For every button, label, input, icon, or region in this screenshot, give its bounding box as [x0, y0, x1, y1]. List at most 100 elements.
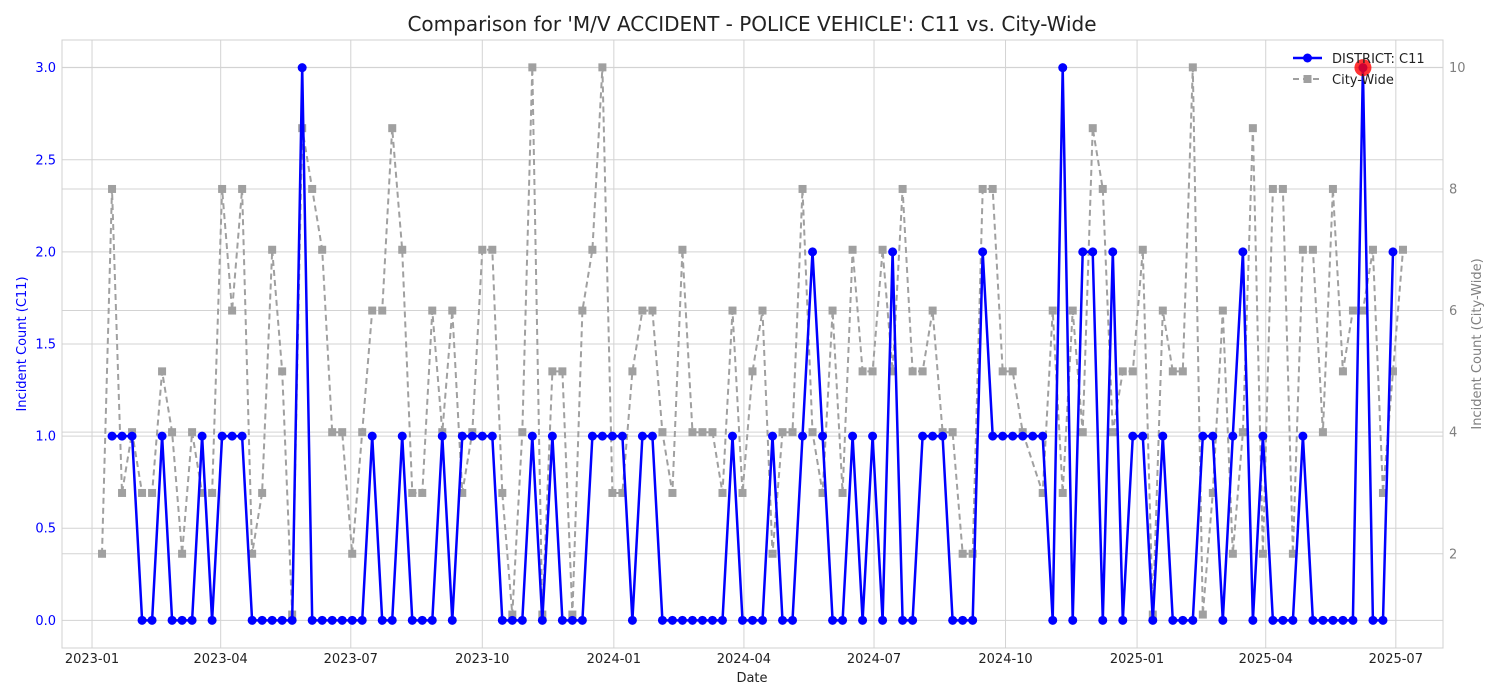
city-wide-point	[918, 367, 927, 376]
city-wide-point	[138, 488, 147, 497]
district-c11-point	[948, 615, 958, 625]
city-wide-point	[1398, 245, 1407, 254]
x-axis-label: Date	[736, 671, 767, 686]
district-c11-point	[417, 615, 427, 625]
district-c11-point	[387, 615, 397, 625]
district-c11-point	[928, 431, 938, 441]
district-c11-point	[407, 615, 417, 625]
city-wide-point	[1198, 610, 1207, 619]
x-tick-label: 2024-10	[978, 652, 1032, 667]
city-wide-point	[168, 428, 177, 437]
district-c11-point	[898, 615, 908, 625]
city-wide-point	[1268, 184, 1277, 193]
city-wide-point	[788, 428, 797, 437]
city-wide-point	[458, 488, 467, 497]
city-wide-point	[1068, 306, 1077, 315]
right-y-tick-label: 10	[1449, 61, 1466, 76]
city-wide-point	[1128, 367, 1137, 376]
city-wide-point	[768, 549, 777, 558]
city-wide-point	[598, 63, 607, 72]
district-c11-point	[427, 615, 437, 625]
district-c11-point	[557, 615, 567, 625]
city-wide-point	[668, 488, 677, 497]
district-c11-point	[437, 431, 447, 441]
district-c11-point	[1258, 431, 1268, 441]
district-c11-point	[567, 615, 577, 625]
city-wide-point	[618, 488, 627, 497]
district-c11-point	[1338, 615, 1348, 625]
city-wide-point	[828, 306, 837, 315]
left-y-tick-label: 2.5	[35, 153, 56, 168]
district-c11-point	[237, 431, 247, 441]
district-c11-point	[1168, 615, 1178, 625]
district-c11-point	[808, 247, 818, 257]
city-wide-point	[798, 184, 807, 193]
city-wide-series	[98, 63, 1407, 619]
right-y-tick-label: 6	[1449, 304, 1457, 319]
district-c11-point	[327, 615, 337, 625]
district-c11-point	[187, 615, 197, 625]
district-c11-point	[167, 615, 177, 625]
x-tick-label: 2023-01	[65, 652, 119, 667]
city-wide-point	[528, 63, 537, 72]
city-wide-point	[1338, 367, 1347, 376]
district-c11-point	[507, 615, 517, 625]
district-c11-point	[828, 615, 838, 625]
city-wide-point	[758, 306, 767, 315]
district-c11-point	[477, 431, 487, 441]
city-wide-point	[1388, 367, 1397, 376]
x-tick-label: 2024-07	[847, 652, 901, 667]
district-c11-point	[397, 431, 407, 441]
right-y-tick-labels: 2 4 6 8 10	[1449, 61, 1466, 562]
district-c11-point	[587, 431, 597, 441]
left-y-tick-label: 0.0	[35, 614, 56, 629]
district-c11-point	[217, 431, 227, 441]
district-c11-point	[788, 615, 798, 625]
city-wide-point	[1378, 488, 1387, 497]
district-c11-point	[1348, 615, 1358, 625]
city-wide-point	[1098, 184, 1107, 193]
city-wide-point	[648, 306, 657, 315]
city-wide-point	[498, 488, 507, 497]
district-c11-point	[1048, 615, 1058, 625]
city-wide-point	[1088, 124, 1097, 133]
district-c11-point	[207, 615, 217, 625]
district-c11-point	[1308, 615, 1318, 625]
x-tick-label: 2024-01	[587, 652, 641, 667]
left-y-tick-label: 1.0	[35, 430, 56, 445]
city-wide-point	[958, 549, 967, 558]
highlight-layer	[1354, 59, 1372, 77]
district-c11-point	[1388, 247, 1398, 257]
city-wide-point	[348, 549, 357, 558]
district-c11-point	[287, 615, 297, 625]
district-c11-point	[1178, 615, 1188, 625]
district-c11-point	[998, 431, 1008, 441]
district-c11-point	[1298, 431, 1308, 441]
city-wide-point	[218, 184, 227, 193]
city-wide-point	[228, 306, 237, 315]
district-c11-point	[577, 615, 587, 625]
city-wide-point	[688, 428, 697, 437]
city-wide-point	[308, 184, 317, 193]
district-c11-point	[798, 431, 808, 441]
city-wide-point	[208, 488, 217, 497]
district-c11-point	[778, 615, 788, 625]
district-c11-point	[527, 431, 537, 441]
city-wide-point	[1218, 306, 1227, 315]
district-c11-point	[377, 615, 387, 625]
district-c11-point	[1228, 431, 1238, 441]
district-c11-point	[607, 431, 617, 441]
district-c11-point	[1068, 615, 1078, 625]
city-wide-point	[908, 367, 917, 376]
city-wide-point	[478, 245, 487, 254]
district-c11-point	[617, 431, 627, 441]
city-wide-point	[748, 367, 757, 376]
legend-city-label: City-Wide	[1332, 73, 1394, 88]
city-wide-point	[858, 367, 867, 376]
district-c11-point	[958, 615, 968, 625]
district-c11-point	[748, 615, 757, 625]
city-wide-point	[1158, 306, 1167, 315]
district-c11-point	[888, 247, 898, 257]
city-wide-point	[838, 488, 847, 497]
